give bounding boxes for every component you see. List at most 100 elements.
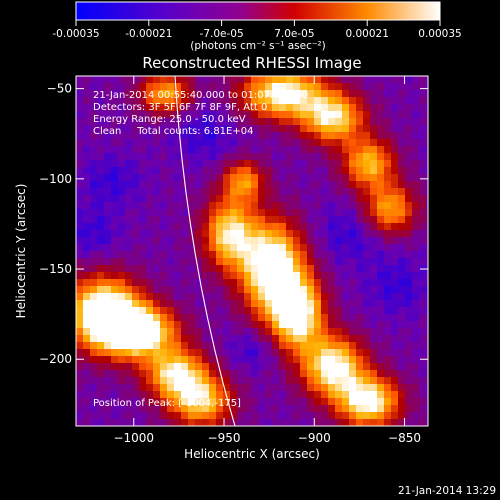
- heatmap-cell: [391, 216, 399, 224]
- heatmap-cell: [363, 230, 371, 238]
- heatmap-cell: [265, 132, 273, 140]
- heatmap-cell: [237, 314, 245, 322]
- heatmap-cell: [377, 307, 385, 315]
- heatmap-cell: [111, 90, 119, 98]
- heatmap-cell: [230, 90, 238, 98]
- heatmap-cell: [412, 209, 420, 217]
- heatmap-cell: [167, 125, 175, 133]
- heatmap-cell: [370, 272, 378, 280]
- heatmap-cell: [90, 244, 98, 252]
- heatmap-cell: [118, 335, 126, 343]
- heatmap-cell: [76, 111, 84, 119]
- heatmap-cell: [146, 314, 154, 322]
- heatmap-cell: [342, 377, 350, 385]
- heatmap-cell: [321, 209, 329, 217]
- heatmap-cell: [237, 384, 245, 392]
- heatmap-cell: [405, 293, 413, 301]
- heatmap-cell: [83, 76, 91, 84]
- heatmap-cell: [307, 188, 315, 196]
- heatmap-cell: [335, 391, 343, 399]
- heatmap-cell: [83, 321, 91, 329]
- heatmap-cell: [216, 230, 224, 238]
- heatmap-cell: [307, 160, 315, 168]
- heatmap-cell: [279, 258, 287, 266]
- heatmap-cell: [202, 216, 210, 224]
- colorbar-ticks: -0.00035 -0.00021 -7.0e-05 7.0e-05 0.00021 0.…: [52, 20, 462, 40]
- heatmap-cell: [384, 286, 392, 294]
- heatmap-cell: [195, 76, 203, 84]
- heatmap-cell: [181, 244, 189, 252]
- heatmap-cell: [125, 349, 133, 357]
- heatmap-cell: [314, 356, 322, 364]
- heatmap-cell: [118, 111, 126, 119]
- heatmap-cell: [195, 160, 203, 168]
- heatmap-cell: [146, 167, 154, 175]
- heatmap-cell: [412, 356, 420, 364]
- heatmap-cell: [405, 321, 413, 329]
- heatmap-cell: [125, 195, 133, 203]
- heatmap-cell: [370, 370, 378, 378]
- heatmap-cell: [216, 342, 224, 350]
- heatmap-cell: [363, 209, 371, 217]
- heatmap-cell: [307, 300, 315, 308]
- heatmap-cell: [335, 272, 343, 280]
- heatmap-cell: [286, 307, 294, 315]
- heatmap-cell: [125, 188, 133, 196]
- heatmap-cell: [202, 363, 210, 371]
- heatmap-cell: [398, 230, 406, 238]
- heatmap-cell: [279, 293, 287, 301]
- heatmap-cell: [272, 349, 280, 357]
- heatmap-cell: [286, 265, 294, 273]
- heatmap-cell: [146, 279, 154, 287]
- heatmap-cell: [76, 405, 84, 413]
- heatmap-cell: [363, 251, 371, 259]
- heatmap-cell: [230, 286, 238, 294]
- heatmap-cell: [370, 279, 378, 287]
- heatmap-cell: [181, 398, 189, 406]
- heatmap-cell: [160, 286, 168, 294]
- heatmap-cell: [132, 174, 140, 182]
- heatmap-cell: [76, 202, 84, 210]
- heatmap-cell: [265, 363, 273, 371]
- heatmap-cell: [412, 286, 420, 294]
- heatmap-cell: [265, 230, 273, 238]
- heatmap-cell: [384, 118, 392, 126]
- heatmap-cell: [97, 223, 105, 231]
- heatmap-cell: [153, 412, 161, 420]
- heatmap-cell: [76, 328, 84, 336]
- heatmap-cell: [146, 377, 154, 385]
- heatmap-cell: [398, 328, 406, 336]
- heatmap-cell: [286, 216, 294, 224]
- heatmap-cell: [132, 307, 140, 315]
- heatmap-cell: [111, 146, 119, 154]
- heatmap-cell: [384, 405, 392, 413]
- heatmap-cell: [160, 111, 168, 119]
- heatmap-cell: [279, 272, 287, 280]
- heatmap-cell: [279, 83, 287, 91]
- heatmap-cell: [265, 300, 273, 308]
- heatmap-cell: [426, 370, 428, 378]
- heatmap-cell: [181, 230, 189, 238]
- heatmap-cell: [104, 76, 112, 84]
- heatmap-cell: [230, 321, 238, 329]
- heatmap-cell: [321, 363, 329, 371]
- heatmap-cell: [209, 370, 217, 378]
- heatmap-cell: [405, 237, 413, 245]
- heatmap-cell: [398, 293, 406, 301]
- heatmap-cell: [279, 244, 287, 252]
- heatmap-cell: [342, 342, 350, 350]
- heatmap-cell: [426, 188, 428, 196]
- heatmap-cell: [188, 384, 196, 392]
- heatmap-cell: [223, 160, 231, 168]
- heatmap-cell: [265, 160, 273, 168]
- heatmap-cell: [398, 419, 406, 426]
- heatmap-cell: [216, 405, 224, 413]
- heatmap-cell: [216, 216, 224, 224]
- heatmap-cell: [356, 293, 364, 301]
- heatmap-cell: [230, 97, 238, 105]
- heatmap-cell: [321, 118, 329, 126]
- heatmap-cell: [153, 405, 161, 413]
- heatmap-cell: [132, 132, 140, 140]
- heatmap-cell: [111, 174, 119, 182]
- heatmap-cell: [244, 230, 252, 238]
